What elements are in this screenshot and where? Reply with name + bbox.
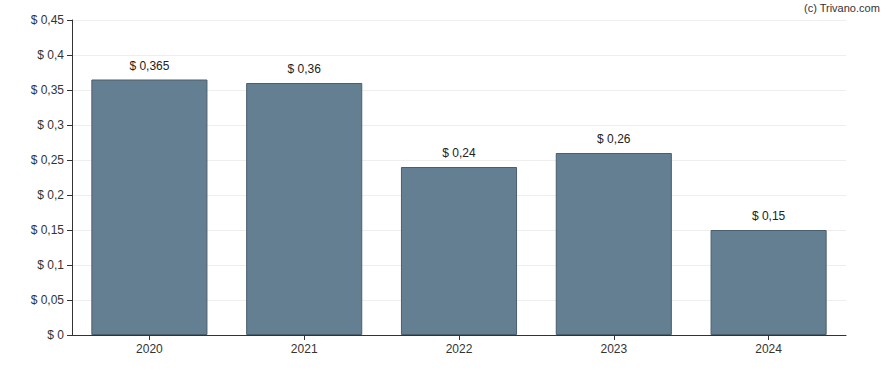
svg-text:$ 0,35: $ 0,35 bbox=[31, 83, 65, 97]
svg-text:2020: 2020 bbox=[136, 342, 163, 356]
svg-text:$ 0,45: $ 0,45 bbox=[31, 13, 65, 27]
svg-text:$ 0,05: $ 0,05 bbox=[31, 293, 65, 307]
svg-text:2024: 2024 bbox=[755, 342, 782, 356]
svg-text:$ 0,25: $ 0,25 bbox=[31, 153, 65, 167]
svg-text:$ 0: $ 0 bbox=[47, 328, 64, 342]
svg-text:$ 0,1: $ 0,1 bbox=[37, 258, 64, 272]
svg-text:$ 0,15: $ 0,15 bbox=[752, 209, 786, 223]
svg-text:$ 0,24: $ 0,24 bbox=[442, 146, 476, 160]
svg-text:(c) Trivano.com: (c) Trivano.com bbox=[804, 2, 880, 14]
svg-text:2023: 2023 bbox=[600, 342, 627, 356]
svg-text:$ 0,36: $ 0,36 bbox=[288, 62, 322, 76]
svg-text:$ 0,26: $ 0,26 bbox=[597, 132, 631, 146]
svg-text:$ 0,15: $ 0,15 bbox=[31, 223, 65, 237]
svg-text:2021: 2021 bbox=[291, 342, 318, 356]
svg-text:$ 0,365: $ 0,365 bbox=[129, 59, 169, 73]
svg-text:2022: 2022 bbox=[446, 342, 473, 356]
svg-text:$ 0,3: $ 0,3 bbox=[37, 118, 64, 132]
svg-text:$ 0,2: $ 0,2 bbox=[37, 188, 64, 202]
svg-text:$ 0,4: $ 0,4 bbox=[37, 48, 64, 62]
